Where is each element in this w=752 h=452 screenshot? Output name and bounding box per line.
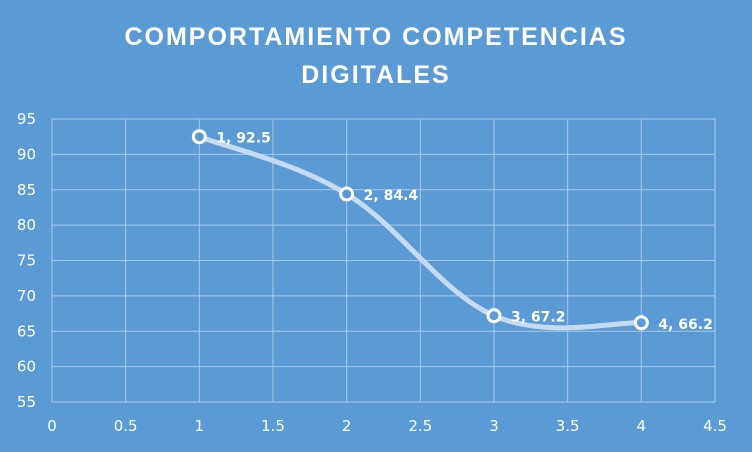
series	[196, 134, 644, 331]
y-tick-label-6: 85	[17, 181, 36, 199]
x-tick-label-9: 4.5	[703, 417, 727, 435]
x-tick-label-1: 0.5	[114, 417, 138, 435]
data-point-3	[633, 315, 649, 331]
data-point-0	[191, 129, 207, 145]
axis-ticks: 55 60 65 70 75 80 85 90 95 0 0.5 1 1.5 2 2.5 3 3.5 4 4.5	[17, 110, 727, 435]
x-tick-label-7: 3.5	[556, 417, 580, 435]
x-tick-label-0: 0	[47, 417, 57, 435]
data-point-2	[486, 308, 502, 324]
y-tick-label-3: 70	[17, 287, 36, 305]
data-label-2: 3, 67.2	[511, 310, 565, 326]
data-markers	[191, 129, 649, 331]
chart-title-line-2: DIGITALES	[301, 61, 451, 89]
series-line	[196, 134, 644, 331]
x-tick-label-4: 2	[342, 417, 352, 435]
gridlines	[51, 118, 716, 403]
data-label-0: 1, 92.5	[216, 131, 270, 147]
x-tick-label-2: 1	[195, 417, 205, 435]
y-tick-label-5: 80	[17, 216, 36, 234]
y-tick-label-4: 75	[17, 252, 36, 270]
x-tick-label-3: 1.5	[261, 417, 285, 435]
x-tick-label-8: 4	[637, 417, 647, 435]
y-tick-label-7: 90	[17, 145, 36, 163]
y-tick-label-8: 95	[17, 110, 36, 128]
x-tick-label-5: 2.5	[408, 417, 432, 435]
chart-title: COMPORTAMIENTO COMPETENCIAS DIGITALES	[0, 18, 752, 94]
data-point-1	[339, 186, 355, 202]
y-tick-label-1: 60	[17, 358, 36, 376]
data-label-3: 4, 66.2	[658, 317, 712, 333]
y-tick-label-0: 55	[17, 393, 36, 411]
data-labels: 1, 92.5 2, 84.4 3, 67.2 4, 66.2	[216, 131, 712, 333]
chart-title-line-1: COMPORTAMIENTO COMPETENCIAS	[124, 23, 628, 51]
x-tick-label-6: 3	[489, 417, 499, 435]
y-tick-label-2: 65	[17, 322, 36, 340]
data-label-1: 2, 84.4	[364, 188, 419, 204]
